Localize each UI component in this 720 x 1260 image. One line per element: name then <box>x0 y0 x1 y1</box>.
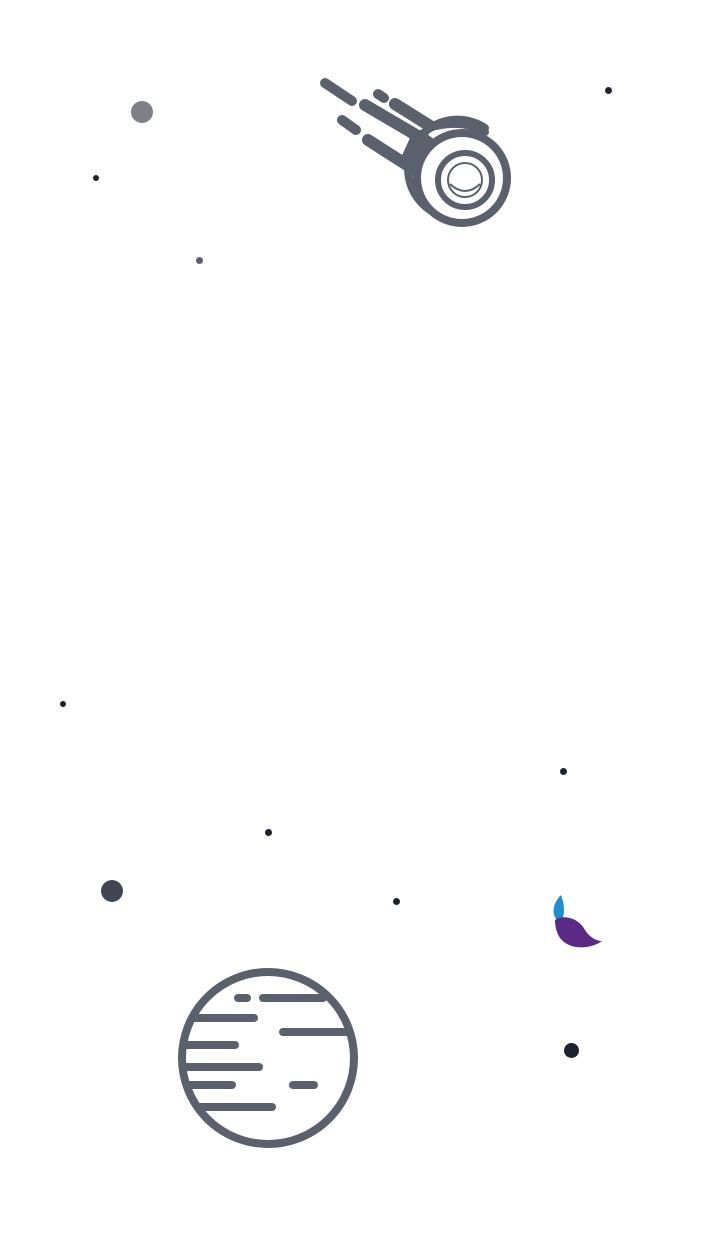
star-dot <box>101 880 123 902</box>
star-dot <box>93 175 99 181</box>
star-dot <box>605 87 612 94</box>
star-dot <box>60 701 66 707</box>
star-dot <box>131 101 153 123</box>
planet-icon <box>178 968 358 1148</box>
star-dot <box>564 1043 579 1058</box>
star-dot <box>393 898 400 905</box>
star-dot <box>560 768 567 775</box>
comet-icon <box>320 78 511 227</box>
star-dot <box>196 257 203 264</box>
star-dot <box>265 829 272 836</box>
leaf-logo <box>553 895 602 948</box>
